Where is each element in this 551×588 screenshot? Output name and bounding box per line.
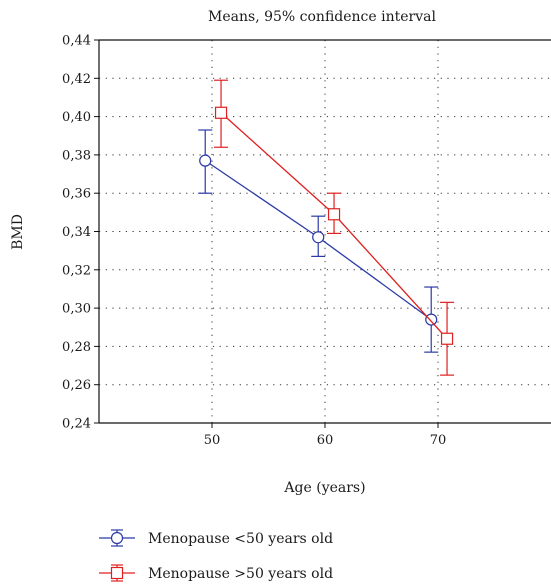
x-tick-label: 60	[317, 433, 334, 448]
legend: Menopause <50 years old Menopause >50 yea…	[99, 529, 333, 582]
series-2	[214, 79, 455, 376]
x-axis-ticks: 50 60 70	[204, 423, 447, 448]
chart-title: Means, 95% confidence interval	[208, 9, 436, 25]
y-tick-label: 0,38	[62, 148, 91, 163]
data-point	[327, 208, 341, 221]
y-tick-label: 0,36	[62, 187, 91, 202]
y-axis-label: BMD	[10, 214, 26, 250]
legend-marker	[110, 566, 124, 580]
y-axis-ticks: 0,24 0,26 0,28 0,30 0,32 0,34 0,36 0,38 0,40 0,42…	[62, 34, 99, 432]
x-tick-label: 50	[204, 433, 221, 448]
series-layer	[198, 79, 455, 376]
legend-label: Menopause >50 years old	[148, 566, 333, 582]
data-point	[440, 332, 454, 345]
legend-label: Menopause <50 years old	[148, 531, 333, 547]
y-tick-label: 0,44	[62, 34, 91, 49]
y-tick-label: 0,30	[62, 302, 91, 317]
y-tick-label: 0,40	[62, 110, 91, 125]
y-tick-label: 0,42	[62, 72, 91, 87]
data-point	[425, 313, 438, 326]
grid	[99, 40, 551, 423]
data-point	[199, 154, 212, 167]
legend-item-2: Menopause >50 years old	[99, 564, 333, 582]
y-tick-label: 0,26	[62, 378, 91, 393]
x-axis-label: Age (years)	[283, 480, 365, 496]
legend-item-1: Menopause <50 years old	[99, 529, 333, 547]
legend-marker	[110, 531, 124, 545]
y-tick-label: 0,28	[62, 340, 91, 355]
y-tick-label: 0,24	[62, 417, 91, 432]
x-tick-label: 70	[430, 433, 447, 448]
series-1	[198, 129, 439, 353]
y-tick-label: 0,32	[62, 263, 91, 278]
data-point	[312, 231, 325, 244]
y-tick-label: 0,34	[62, 225, 91, 240]
data-point	[214, 106, 228, 119]
